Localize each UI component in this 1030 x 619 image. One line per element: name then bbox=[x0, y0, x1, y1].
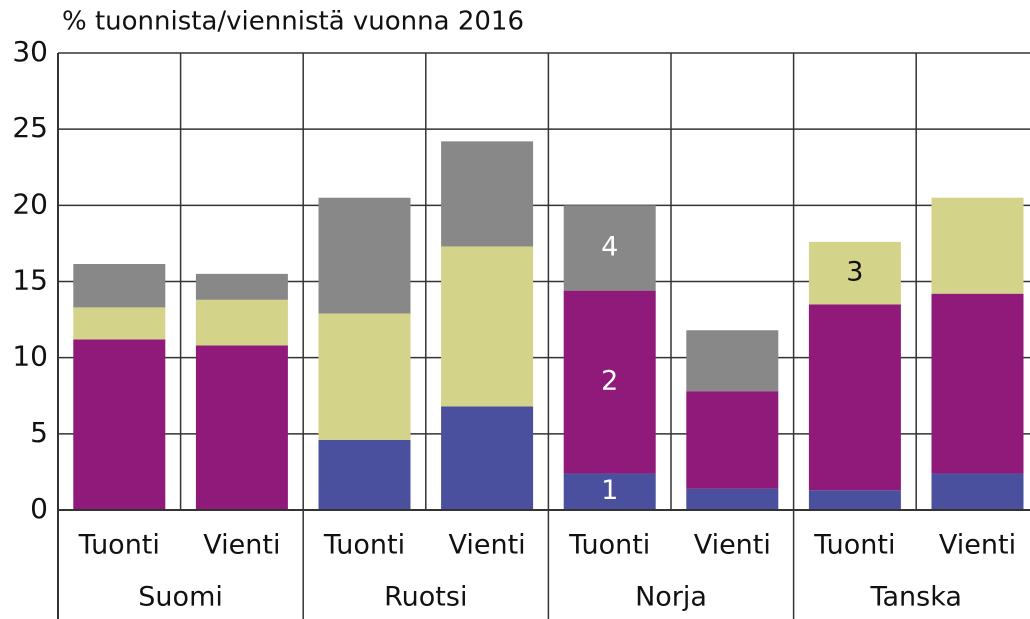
y-tick-label: 5 bbox=[30, 416, 48, 449]
bar-segment bbox=[318, 197, 411, 314]
bar-segment bbox=[195, 273, 288, 300]
group-label: Suomi bbox=[138, 582, 223, 613]
series-label: 1 bbox=[601, 475, 618, 506]
bar-segment bbox=[808, 304, 901, 491]
bar-segment bbox=[563, 205, 656, 291]
bar-segment bbox=[441, 141, 534, 247]
bar-segment bbox=[931, 473, 1024, 510]
bar-segment bbox=[73, 263, 166, 308]
bar-segment bbox=[441, 406, 534, 510]
series-label: 2 bbox=[601, 366, 618, 397]
x-tick-label: Vienti bbox=[203, 530, 280, 561]
x-tick-label: Tuonti bbox=[78, 530, 160, 561]
y-tick-label: 10 bbox=[12, 340, 48, 373]
bar-segment bbox=[195, 299, 288, 346]
y-tick-label: 15 bbox=[12, 264, 48, 297]
group-label: Norja bbox=[635, 582, 707, 613]
bar-segment bbox=[318, 313, 411, 440]
x-tick-label: Vienti bbox=[694, 530, 771, 561]
bar-segment bbox=[808, 490, 901, 510]
bar-segment bbox=[931, 293, 1024, 474]
chart-title: % tuonnista/viennistä vuonna 2016 bbox=[62, 7, 524, 37]
bar-segment bbox=[73, 307, 166, 340]
bar-segment bbox=[563, 290, 656, 474]
bar-segment bbox=[195, 345, 288, 510]
bar-segment bbox=[808, 241, 901, 305]
bar-segment bbox=[686, 488, 779, 510]
bar-segment bbox=[441, 246, 534, 407]
group-label: Ruotsi bbox=[384, 582, 467, 613]
group-label: Tanska bbox=[869, 582, 961, 613]
bar-segment bbox=[318, 439, 411, 510]
series-label: 4 bbox=[601, 231, 618, 262]
x-tick-label: Vienti bbox=[448, 530, 525, 561]
bar-segment bbox=[686, 391, 779, 489]
bar-segment bbox=[73, 339, 166, 510]
series-label: 3 bbox=[846, 257, 863, 288]
bar-segment bbox=[931, 197, 1024, 294]
y-tick-label: 25 bbox=[12, 111, 48, 144]
x-tick-label: Tuonti bbox=[568, 530, 650, 561]
y-tick-label: 0 bbox=[30, 492, 48, 525]
y-tick-label: 30 bbox=[12, 35, 48, 68]
x-tick-label: Tuonti bbox=[323, 530, 405, 561]
x-tick-label: Vienti bbox=[939, 530, 1016, 561]
y-tick-label: 20 bbox=[12, 187, 48, 220]
x-tick-label: Tuonti bbox=[813, 530, 895, 561]
bar-segment bbox=[686, 330, 779, 392]
bar-segment bbox=[563, 473, 656, 510]
